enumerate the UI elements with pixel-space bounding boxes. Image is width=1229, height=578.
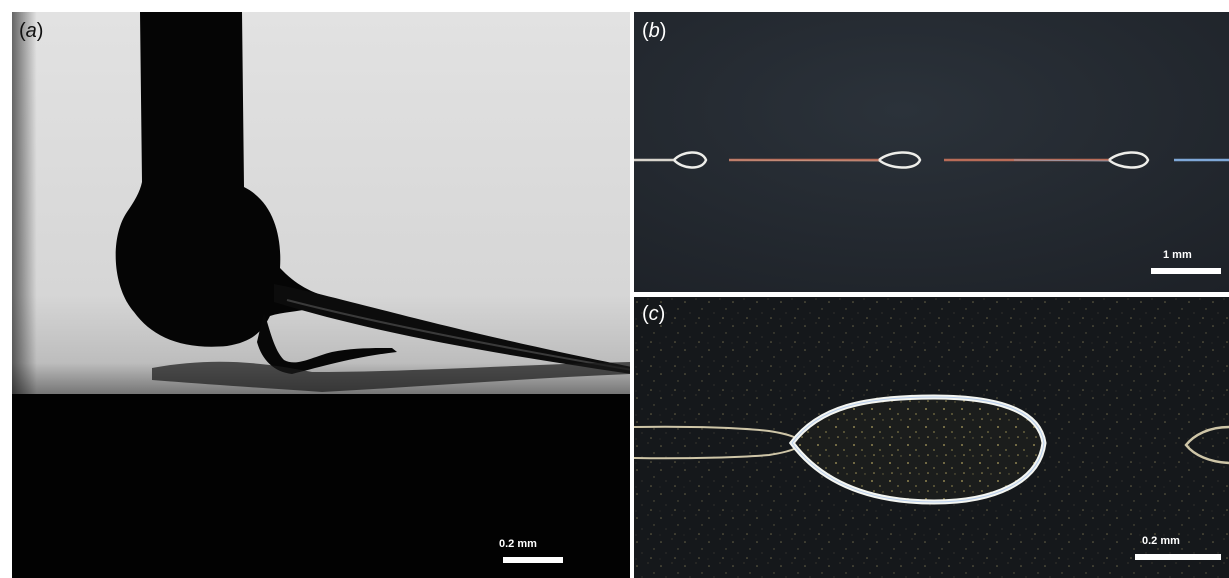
loop-shape (792, 397, 1044, 502)
nozzle-shape (115, 12, 334, 347)
panel-b-scale-bar (1151, 268, 1221, 274)
periodic-loop-filament (634, 12, 1229, 292)
filament-shape (274, 284, 630, 374)
panel-c-image: (c) 0.2 mm (634, 297, 1229, 578)
panel-b-scale-text: 1 mm (1163, 249, 1192, 261)
panel-c-scale-text: 0.2 mm (1142, 535, 1180, 547)
panel-a-label: (a) (19, 20, 44, 42)
panel-a-image: (a) 0.2 mm (12, 12, 630, 578)
panel-c-label: (c) (642, 303, 666, 325)
single-loop-closeup (634, 297, 1229, 578)
panel-b-label: (b) (642, 20, 667, 42)
panel-c-scale-bar (1135, 554, 1221, 560)
panel-a-scale-text: 0.2 mm (499, 538, 537, 550)
panel-b-image: (b) 1 mm (634, 12, 1229, 292)
nozzle-filament-shadowgraph (12, 12, 630, 578)
panel-a-scale-bar (503, 557, 563, 563)
